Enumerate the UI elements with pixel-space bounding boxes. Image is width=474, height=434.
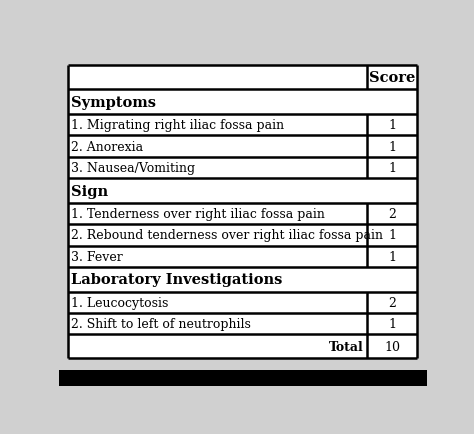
- Text: 1: 1: [388, 229, 396, 242]
- Text: Laboratory Investigations: Laboratory Investigations: [72, 273, 283, 287]
- Text: 1: 1: [388, 250, 396, 263]
- Text: Score: Score: [369, 71, 415, 85]
- Text: Total: Total: [329, 340, 364, 353]
- Text: 2: 2: [388, 296, 396, 309]
- Text: 2. Rebound tenderness over right iliac fossa pain: 2. Rebound tenderness over right iliac f…: [72, 229, 383, 242]
- Text: 1. Tenderness over right iliac fossa pain: 1. Tenderness over right iliac fossa pai…: [72, 208, 325, 221]
- Text: 1: 1: [388, 318, 396, 331]
- Text: 1: 1: [388, 119, 396, 132]
- Text: 1: 1: [388, 161, 396, 174]
- Text: Symptoms: Symptoms: [72, 95, 156, 109]
- Text: 2. Shift to left of neutrophils: 2. Shift to left of neutrophils: [72, 318, 251, 331]
- Text: 10: 10: [384, 340, 400, 353]
- Text: Sign: Sign: [72, 184, 109, 198]
- Text: 2: 2: [388, 208, 396, 221]
- Text: 3. Fever: 3. Fever: [72, 250, 123, 263]
- Text: 2. Anorexia: 2. Anorexia: [72, 140, 144, 153]
- Bar: [59, 371, 427, 386]
- Text: 1. Migrating right iliac fossa pain: 1. Migrating right iliac fossa pain: [72, 119, 284, 132]
- Text: 3. Nausea/Vomiting: 3. Nausea/Vomiting: [72, 161, 195, 174]
- Text: 1. Leucocytosis: 1. Leucocytosis: [72, 296, 169, 309]
- Bar: [68, 66, 418, 358]
- Text: 1: 1: [388, 140, 396, 153]
